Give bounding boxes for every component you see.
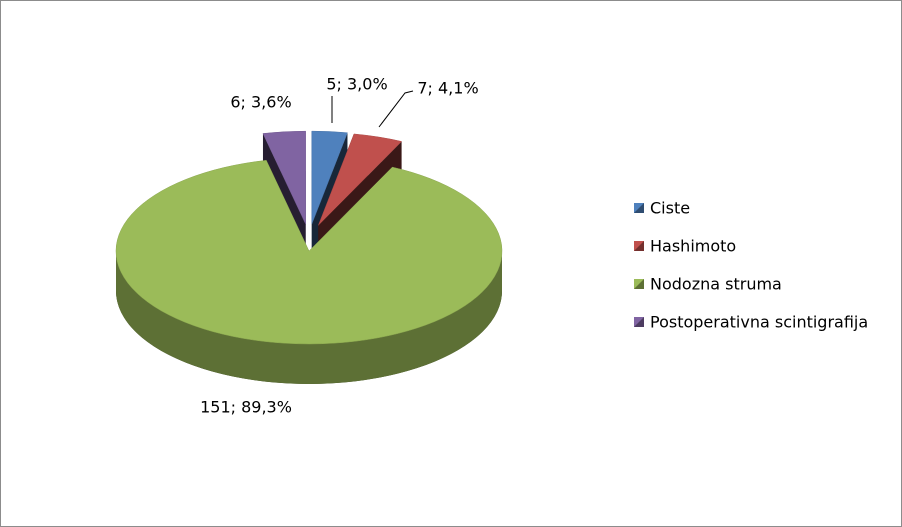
legend-label: Ciste: [650, 199, 690, 218]
data-label: 7; 4,1%: [417, 79, 478, 98]
data-label: 5; 3,0%: [326, 75, 387, 94]
data-label: 151; 89,3%: [200, 398, 292, 417]
legend-label: Nodozna struma: [650, 275, 782, 294]
slice: [115, 160, 503, 345]
legend-label: Hashimoto: [650, 237, 736, 256]
slice-side: [116, 251, 502, 384]
slice: [318, 133, 403, 226]
leader-line: [378, 90, 414, 128]
slice: [262, 130, 306, 225]
legend-marker-shade: [634, 241, 644, 251]
data-label: 6; 3,6%: [230, 93, 291, 112]
slice: [311, 130, 348, 225]
legend-label: Postoperativna scintigrafija: [650, 313, 868, 332]
legend-marker-shade: [634, 279, 644, 289]
legend-marker-shade: [634, 203, 644, 213]
legend-marker-shade: [634, 317, 644, 327]
